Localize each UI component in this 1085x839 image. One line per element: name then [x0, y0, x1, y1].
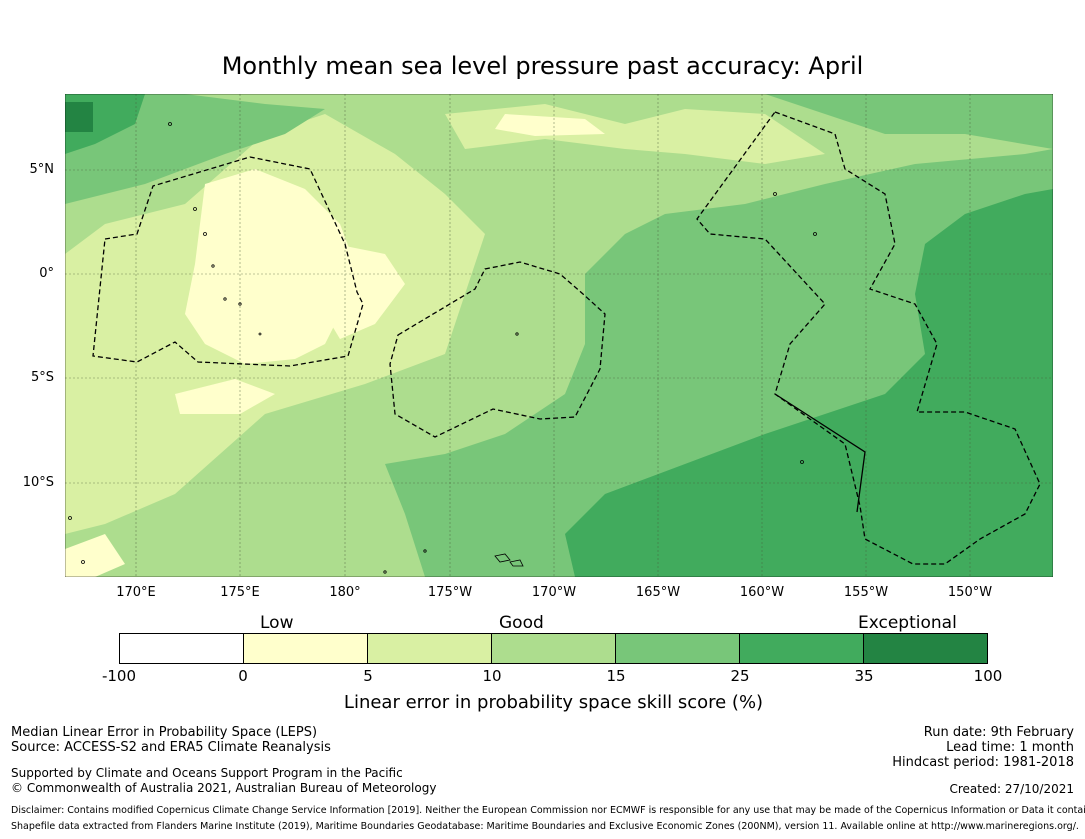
region-yellow-north: [495, 114, 605, 136]
colorbar-segment: [120, 634, 244, 663]
boundary-solid: [774, 393, 866, 513]
lon-tick: 170°E: [116, 585, 156, 600]
lon-tick: 175°E: [220, 585, 260, 600]
footer-leps: Median Linear Error in Probability Space…: [11, 725, 318, 740]
footer-support: Supported by Climate and Oceans Support …: [11, 766, 403, 780]
created-date: Created: 27/10/2021: [949, 782, 1074, 796]
region-green-ne: [765, 94, 1053, 149]
lat-tick: 5°S: [30, 370, 54, 385]
lat-tick: 0°: [39, 266, 54, 281]
colorbar-segment: [616, 634, 740, 663]
hindcast-period: Hindcast period: 1981-2018: [892, 755, 1074, 770]
eez-tuvalu-kiribati-west: [92, 156, 364, 367]
colorbar-tick: 25: [730, 667, 750, 685]
legend-category-exceptional: Exceptional: [858, 613, 957, 633]
region-yellow-3: [175, 379, 275, 414]
lon-tick: 170°W: [531, 585, 577, 600]
colorbar-tick: 35: [854, 667, 874, 685]
colorbar: [119, 633, 988, 664]
lead-time: Lead time: 1 month: [946, 740, 1074, 755]
eez-tokelau: [389, 261, 606, 438]
run-date: Run date: 9th February: [923, 725, 1074, 740]
colorbar-tick: 10: [482, 667, 502, 685]
lon-tick: 150°W: [947, 585, 993, 600]
lon-tick: 160°W: [739, 585, 785, 600]
colorbar-tick: -100: [101, 667, 137, 685]
shapefile-credit: Shapefile data extracted from Flanders M…: [11, 821, 1079, 832]
lon-tick: 175°W: [427, 585, 473, 600]
colorbar-tick: 0: [238, 667, 248, 685]
islands: [68, 122, 817, 574]
island-samoa-2: [509, 559, 524, 567]
region-green-dark: [565, 189, 1053, 577]
lon-tick: 165°W: [635, 585, 681, 600]
colorbar-tick: 100: [973, 667, 1003, 685]
eez-boundaries: [92, 111, 1041, 565]
lat-tick: 5°N: [29, 162, 55, 177]
colorbar-segment: [740, 634, 864, 663]
region-yellow-4: [65, 534, 125, 577]
footer-source: Source: ACCESS-S2 and ERA5 Climate Reana…: [11, 740, 331, 755]
map-panel: [65, 94, 1053, 577]
disclaimer: Disclaimer: Contains modified Copernicus…: [11, 805, 1085, 816]
island-samoa-1: [494, 553, 511, 563]
footer-copyright: © Commonwealth of Australia 2021, Austra…: [11, 781, 437, 795]
colorbar-tick: 15: [606, 667, 626, 685]
colorbar-segment: [244, 634, 368, 663]
legend-category-good: Good: [499, 613, 544, 633]
colorbar-axis-label: Linear error in probability space skill …: [343, 692, 764, 713]
lon-tick: 180°: [329, 585, 361, 600]
lon-tick: 155°W: [843, 585, 889, 600]
legend-category-low: Low: [260, 613, 294, 633]
region-exceptional: [65, 102, 93, 132]
region-yellow-1: [185, 169, 355, 364]
gridlines: [65, 94, 1053, 577]
page-title: Monthly mean sea level pressure past acc…: [221, 52, 864, 80]
colorbar-segment: [864, 634, 987, 663]
eez-kiribati-east: [696, 111, 1041, 565]
lat-tick: 10°S: [22, 475, 54, 490]
colorbar-segment: [368, 634, 492, 663]
colorbar-tick: 5: [363, 667, 373, 685]
colorbar-segment: [492, 634, 616, 663]
